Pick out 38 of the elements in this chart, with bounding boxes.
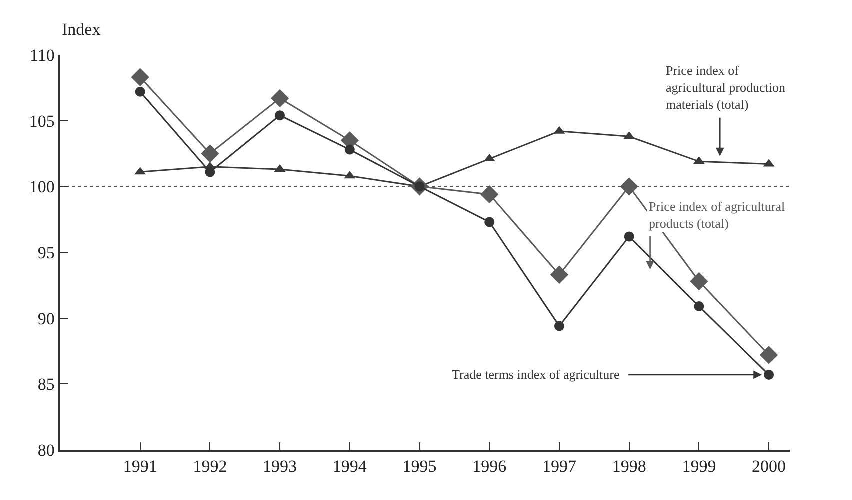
text: Price index of agricultural production materials (total) [666,63,786,112]
point [480,185,499,204]
point [131,68,150,86]
point [620,178,638,196]
point [554,321,564,332]
point [270,89,290,108]
point [205,167,216,178]
y-tick-label: 105 [29,112,55,131]
y-tick-label: 100 [29,178,55,197]
x-tick-label: 1995 [402,457,437,476]
x-tick-label: 1997 [542,457,577,476]
y-tick-label: 95 [38,243,55,262]
point [764,370,774,380]
text: Trade terms index of agriculture [452,367,620,382]
x-tick-label: 1991 [123,457,158,476]
x-tick-label: 1993 [263,457,298,476]
x-tick-label: 1998 [612,457,646,476]
x-tick-label: 1996 [472,457,507,476]
y-axis-title: Index [62,20,102,39]
point [275,110,286,121]
point [550,266,569,284]
x-tick-label: 1994 [332,457,368,476]
y-tick-label: 80 [38,440,55,460]
x-tick-label: 1999 [682,457,716,476]
point [135,86,146,97]
point [624,232,634,242]
y-tick-label: 85 [38,375,55,394]
y-tick-label: 90 [38,309,55,328]
x-tick-label: 1992 [193,457,228,476]
point [344,144,355,155]
point [760,346,778,364]
point [201,144,220,163]
point [484,217,495,228]
x-tick-label: 2000 [752,457,786,476]
point [690,272,708,291]
point [694,301,704,312]
series-label: Price index of agricultural products (total) [649,199,786,231]
y-tick-label: 110 [30,46,55,65]
